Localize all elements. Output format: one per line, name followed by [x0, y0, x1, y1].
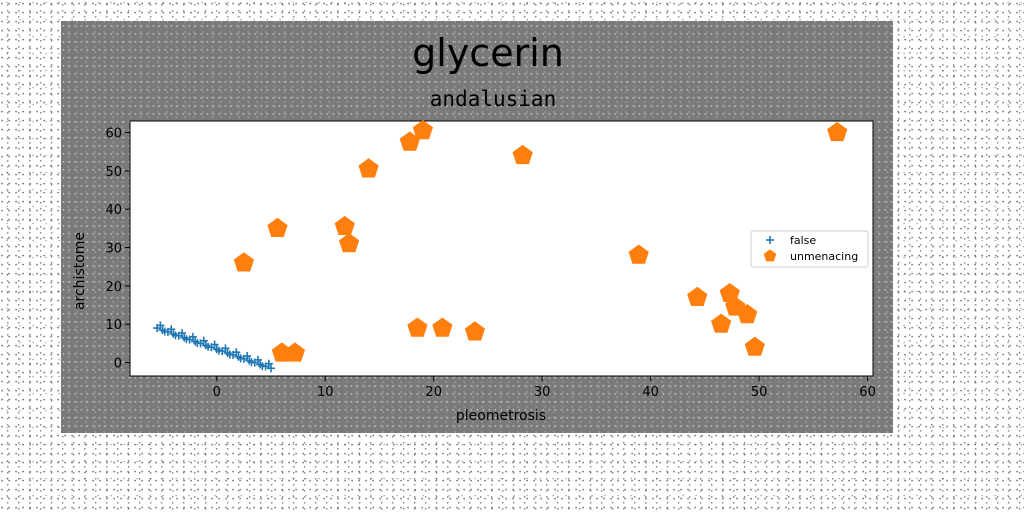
data-point-unmenacing — [432, 317, 453, 337]
chart-subtitle: andalusian — [430, 87, 556, 111]
data-point-false — [253, 355, 262, 364]
legend-marker-unmenacing — [763, 249, 777, 262]
y-tick-label: 10 — [105, 318, 122, 333]
data-point-unmenacing — [284, 342, 305, 362]
x-tick-label: 30 — [534, 385, 551, 400]
data-point-unmenacing — [267, 217, 288, 237]
data-point-false — [210, 340, 219, 349]
chart-title: glycerin — [412, 31, 564, 75]
x-tick-label: 0 — [213, 385, 221, 400]
data-point-false — [243, 352, 252, 361]
plot-area — [129, 120, 874, 377]
y-tick-label: 60 — [105, 127, 122, 142]
data-point-unmenacing — [827, 121, 848, 142]
data-point-unmenacing — [744, 336, 765, 356]
data-point-false — [258, 362, 267, 371]
data-point-false — [160, 327, 169, 336]
legend-marker-glyph — [766, 236, 774, 244]
y-tick-label: 30 — [105, 242, 122, 257]
data-point-false — [225, 350, 234, 359]
data-point-unmenacing — [711, 313, 732, 333]
data-point-unmenacing — [412, 119, 433, 140]
data-point-unmenacing — [334, 215, 355, 235]
legend-marker-glyph — [763, 249, 777, 262]
legend-label-unmenacing: unmenacing — [790, 250, 858, 263]
y-tick-label: 0 — [114, 357, 122, 372]
x-tick-label: 60 — [859, 385, 876, 400]
data-point-false — [247, 358, 256, 367]
data-point-unmenacing — [464, 321, 485, 341]
y-axis-label: archistome — [72, 232, 88, 310]
data-point-unmenacing — [358, 158, 379, 178]
data-point-unmenacing — [339, 233, 360, 253]
data-point-false — [199, 336, 208, 345]
y-axis: 0 10 20 30 40 50 60 — [105, 127, 130, 372]
data-point-false — [182, 335, 191, 344]
data-point-false — [204, 342, 213, 351]
y-tick-label: 40 — [105, 203, 122, 218]
legend: false unmenacing — [750, 230, 869, 268]
data-point-false — [267, 364, 276, 373]
data-point-unmenacing — [687, 286, 708, 306]
data-point-false — [156, 321, 165, 330]
x-tick-label: 20 — [425, 385, 442, 400]
x-tick-label: 50 — [751, 385, 768, 400]
data-point-false — [188, 332, 197, 341]
x-axis: 0 10 20 30 40 50 60 — [213, 376, 876, 400]
data-point-unmenacing — [737, 303, 758, 324]
x-axis-label: pleometrosis — [456, 408, 546, 424]
data-point-false — [264, 359, 273, 368]
x-tick-label: 10 — [317, 385, 334, 400]
data-point-false — [193, 339, 202, 348]
legend-marker-false — [766, 236, 774, 244]
y-tick-label: 20 — [105, 280, 122, 295]
data-point-false — [232, 348, 241, 357]
data-point-false — [167, 325, 176, 334]
data-point-false — [214, 346, 223, 355]
legend-box — [750, 230, 869, 268]
x-tick-label: 40 — [642, 385, 659, 400]
data-point-false — [171, 331, 180, 340]
scatter-chart: glycerin andalusian 0 10 20 30 40 50 60 0 10 20 3… — [72, 31, 876, 424]
data-point-unmenacing — [233, 252, 254, 272]
data-point-false — [236, 354, 245, 363]
data-point-unmenacing — [628, 244, 649, 264]
data-point-false — [221, 344, 230, 353]
y-tick-label: 50 — [105, 165, 122, 180]
legend-label-false: false — [790, 234, 816, 247]
data-points — [153, 119, 848, 373]
figure-panel: glycerin andalusian 0 10 20 30 40 50 60 0 10 20 3… — [61, 21, 893, 433]
data-point-false — [178, 329, 187, 338]
data-point-unmenacing — [407, 317, 428, 337]
data-point-unmenacing — [512, 144, 533, 165]
